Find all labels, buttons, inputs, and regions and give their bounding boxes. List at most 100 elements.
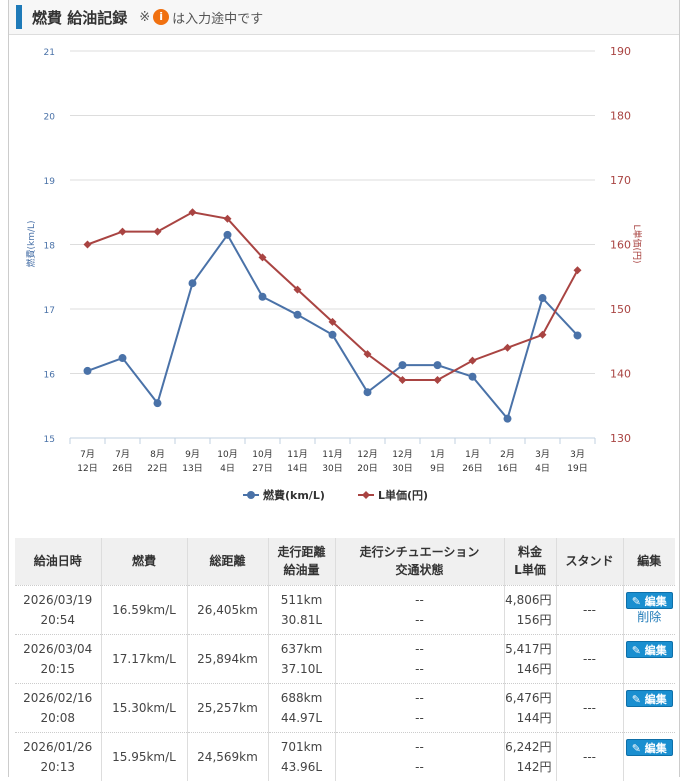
data-point-fuel-economy bbox=[398, 361, 407, 370]
date-cell: 2026/03/04 20:15 bbox=[15, 633, 102, 683]
column-header-line: 給油日時 bbox=[33, 554, 82, 569]
economy-cell: 16.59km/L bbox=[101, 584, 188, 634]
x-tick-label-month: 10月 bbox=[252, 449, 272, 460]
series-line bbox=[87, 232, 579, 421]
price: 5,417円 bbox=[505, 641, 552, 656]
edit-button[interactable]: ✎ 編集 bbox=[625, 689, 673, 707]
x-tick-label-day: 4日 bbox=[535, 463, 550, 474]
total: 25,257km bbox=[197, 700, 258, 715]
edit-label: 編集 bbox=[644, 643, 667, 657]
traffic: -- bbox=[415, 710, 424, 725]
situation-cell: -- -- bbox=[335, 682, 505, 732]
traffic: -- bbox=[415, 612, 424, 627]
edit-icon: ✎ bbox=[631, 741, 641, 755]
total-distance-cell: 25,894km bbox=[187, 633, 269, 683]
total-distance-cell: 24,569km bbox=[187, 731, 269, 781]
total: 26,405km bbox=[197, 602, 258, 617]
table-row: 2026/03/19 20:54 16.59km/L 26,405km 511km… bbox=[15, 584, 675, 634]
x-tick-label-month: 1月 bbox=[430, 449, 445, 460]
data-point-fuel-economy bbox=[538, 294, 547, 303]
price-cell: 6,476円 144円 bbox=[504, 682, 557, 732]
data-point-fuel-economy bbox=[293, 310, 302, 319]
price-cell: 5,417円 146円 bbox=[504, 633, 557, 683]
y-right-tick-label: 140 bbox=[610, 368, 631, 381]
table-row: 2026/01/26 20:13 15.95km/L 24,569km 701km… bbox=[15, 731, 675, 781]
column-header-line: 燃費 bbox=[131, 554, 156, 569]
data-point-unit-price bbox=[328, 317, 337, 326]
economy: 17.17km/L bbox=[112, 651, 176, 666]
column-header-line: 走行距離 bbox=[277, 545, 326, 560]
stand-cell: --- bbox=[556, 682, 624, 732]
unit: 146円 bbox=[516, 661, 552, 676]
x-tick-label-month: 10月 bbox=[217, 449, 237, 460]
column-header: 走行距離 給油量 bbox=[268, 538, 336, 585]
economy-cell: 15.30km/L bbox=[101, 682, 188, 732]
series-line bbox=[87, 211, 579, 381]
data-point-fuel-economy bbox=[363, 388, 372, 397]
edit-button[interactable]: ✎ 編集 bbox=[625, 591, 673, 609]
x-tick-label-day: 13日 bbox=[182, 463, 202, 474]
economy: 15.95km/L bbox=[112, 749, 176, 764]
data-point-unit-price bbox=[153, 227, 162, 236]
fuel: 37.10L bbox=[280, 661, 323, 676]
x-tick-label-month: 3月 bbox=[535, 449, 550, 460]
x-tick-label-month: 1月 bbox=[465, 449, 480, 460]
edit-icon: ✎ bbox=[631, 594, 641, 608]
data-point-fuel-economy bbox=[433, 361, 442, 370]
total-distance-cell: 25,257km bbox=[187, 682, 269, 732]
x-tick-label-month: 7月 bbox=[115, 449, 130, 460]
edit-button[interactable]: ✎ 編集 bbox=[625, 640, 673, 658]
data-point-unit-price bbox=[573, 266, 582, 275]
x-tick-label-day: 9日 bbox=[430, 463, 445, 474]
distance: 637km bbox=[280, 641, 323, 656]
distance-fuel-cell: 511km 30.81L bbox=[268, 584, 336, 634]
fuel-record-panel: 燃費 給油記録 ※ i は入力途中です bbox=[8, 0, 680, 777]
column-header: 燃費 bbox=[101, 538, 188, 585]
time: 20:08 bbox=[40, 710, 76, 725]
column-header-line: L単価 bbox=[514, 563, 546, 578]
legend-label: L単価(円) bbox=[378, 488, 428, 502]
x-tick-label-day: 26日 bbox=[112, 463, 132, 474]
price: 6,476円 bbox=[505, 690, 552, 705]
situation-cell: -- -- bbox=[335, 633, 505, 683]
fuel: 44.97L bbox=[280, 710, 323, 725]
table-header-row: 給油日時 燃費 総距離 走行距離 給油量 走行シチュエーション 交通状態 料金 L単価 スタンド編… bbox=[15, 538, 675, 585]
x-tick-label-day: 14日 bbox=[287, 463, 307, 474]
distance-fuel-cell: 688km 44.97L bbox=[268, 682, 336, 732]
edit-label: 編集 bbox=[644, 692, 667, 706]
distance: 688km bbox=[280, 690, 323, 705]
legend-marker bbox=[247, 491, 255, 499]
y-right-tick-label: 190 bbox=[610, 45, 631, 58]
situation-cell: -- -- bbox=[335, 731, 505, 781]
fuel-record-table: 給油日時 燃費 総距離 走行距離 給油量 走行シチュエーション 交通状態 料金 L単価 スタンド編… bbox=[15, 538, 675, 781]
x-tick-label-month: 12月 bbox=[392, 449, 412, 460]
x-tick-label-month: 3月 bbox=[570, 449, 585, 460]
x-tick-label-day: 30日 bbox=[392, 463, 412, 474]
time: 20:54 bbox=[40, 612, 76, 627]
x-tick-label-month: 9月 bbox=[185, 449, 200, 460]
in-progress-note: ※ i は入力途中です bbox=[139, 8, 263, 27]
delete-link[interactable]: 削除 bbox=[637, 609, 662, 624]
column-header: 料金 L単価 bbox=[504, 538, 557, 585]
y-left-axis-title: 燃費(km/L) bbox=[25, 220, 37, 267]
traffic: -- bbox=[415, 661, 424, 676]
economy: 15.30km/L bbox=[112, 700, 176, 715]
x-tick-label-month: 11月 bbox=[287, 449, 307, 460]
unit: 156円 bbox=[516, 612, 552, 627]
column-header-line: 給油量 bbox=[283, 563, 320, 578]
date: 2026/03/04 bbox=[23, 641, 93, 656]
y-left-tick-label: 20 bbox=[44, 113, 56, 123]
data-point-unit-price bbox=[188, 208, 197, 217]
info-icon: i bbox=[153, 9, 170, 25]
price: 4,806円 bbox=[505, 592, 552, 607]
distance: 701km bbox=[280, 739, 323, 754]
data-point-unit-price bbox=[433, 375, 442, 384]
column-header: 編集 bbox=[623, 538, 675, 585]
y-left-tick-label: 18 bbox=[44, 242, 56, 252]
x-tick-label-day: 12日 bbox=[77, 463, 97, 474]
stand: --- bbox=[583, 749, 596, 764]
situation-cell: -- -- bbox=[335, 584, 505, 634]
y-right-tick-label: 150 bbox=[610, 303, 631, 316]
x-tick-label-day: 4日 bbox=[220, 463, 235, 474]
edit-button[interactable]: ✎ 編集 bbox=[625, 738, 673, 756]
